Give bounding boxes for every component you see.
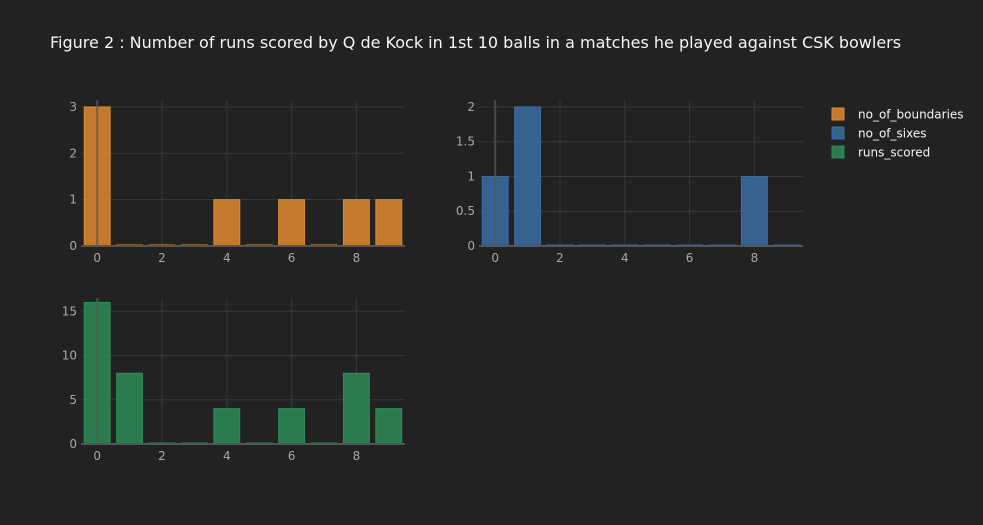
- bar-no_of_sixes-8: [740, 175, 768, 247]
- bar-no_of_boundaries-9: [375, 199, 403, 247]
- legend-swatch-runs_scored: [831, 145, 845, 159]
- legend-swatch-no_of_boundaries: [831, 107, 845, 121]
- y-tick-label: 5: [69, 393, 77, 407]
- x-tick-label: 0: [93, 251, 101, 265]
- y-tick-label: 0: [69, 239, 77, 253]
- y-tick-label: 1: [467, 169, 475, 183]
- y-tick-label: 10: [62, 349, 77, 363]
- legend-label-no_of_boundaries: no_of_boundaries: [858, 108, 964, 122]
- bar-runs_scored-9: [375, 408, 403, 445]
- y-tick-label: 0.5: [456, 204, 475, 218]
- y-tick-label: 0: [69, 437, 77, 451]
- x-tick-label: 4: [621, 251, 629, 265]
- x-tick-label: 4: [223, 449, 231, 463]
- bar-runs_scored-6: [278, 408, 306, 445]
- x-tick-label: 0: [93, 449, 101, 463]
- bar-no_of_sixes-1: [514, 106, 542, 247]
- x-tick-label: 2: [158, 449, 166, 463]
- x-tick-label: 2: [158, 251, 166, 265]
- bar-runs_scored-8: [342, 372, 370, 445]
- chart-title: Figure 2 : Number of runs scored by Q de…: [50, 33, 902, 52]
- bar-no_of_boundaries-8: [342, 199, 370, 247]
- y-tick-label: 1: [69, 193, 77, 207]
- x-tick-label: 6: [288, 449, 296, 463]
- x-tick-label: 6: [686, 251, 694, 265]
- x-tick-label: 6: [288, 251, 296, 265]
- legend-swatch-no_of_sixes: [831, 126, 845, 140]
- bar-no_of_boundaries-4: [213, 199, 241, 247]
- y-tick-label: 2: [467, 100, 475, 114]
- x-tick-label: 8: [353, 251, 361, 265]
- y-tick-label: 2: [69, 146, 77, 160]
- x-tick-label: 8: [353, 449, 361, 463]
- x-tick-label: 0: [491, 251, 499, 265]
- x-tick-label: 4: [223, 251, 231, 265]
- bar-runs_scored-1: [116, 372, 144, 445]
- x-tick-label: 8: [751, 251, 759, 265]
- bar-no_of_boundaries-6: [278, 199, 306, 247]
- legend-label-no_of_sixes: no_of_sixes: [858, 127, 926, 141]
- y-tick-label: 3: [69, 100, 77, 114]
- bar-runs_scored-4: [213, 408, 241, 445]
- y-tick-label: 0: [467, 239, 475, 253]
- legend-label-runs_scored: runs_scored: [858, 146, 930, 160]
- x-tick-label: 2: [556, 251, 564, 265]
- y-tick-label: 1.5: [456, 135, 475, 149]
- y-tick-label: 15: [62, 304, 77, 318]
